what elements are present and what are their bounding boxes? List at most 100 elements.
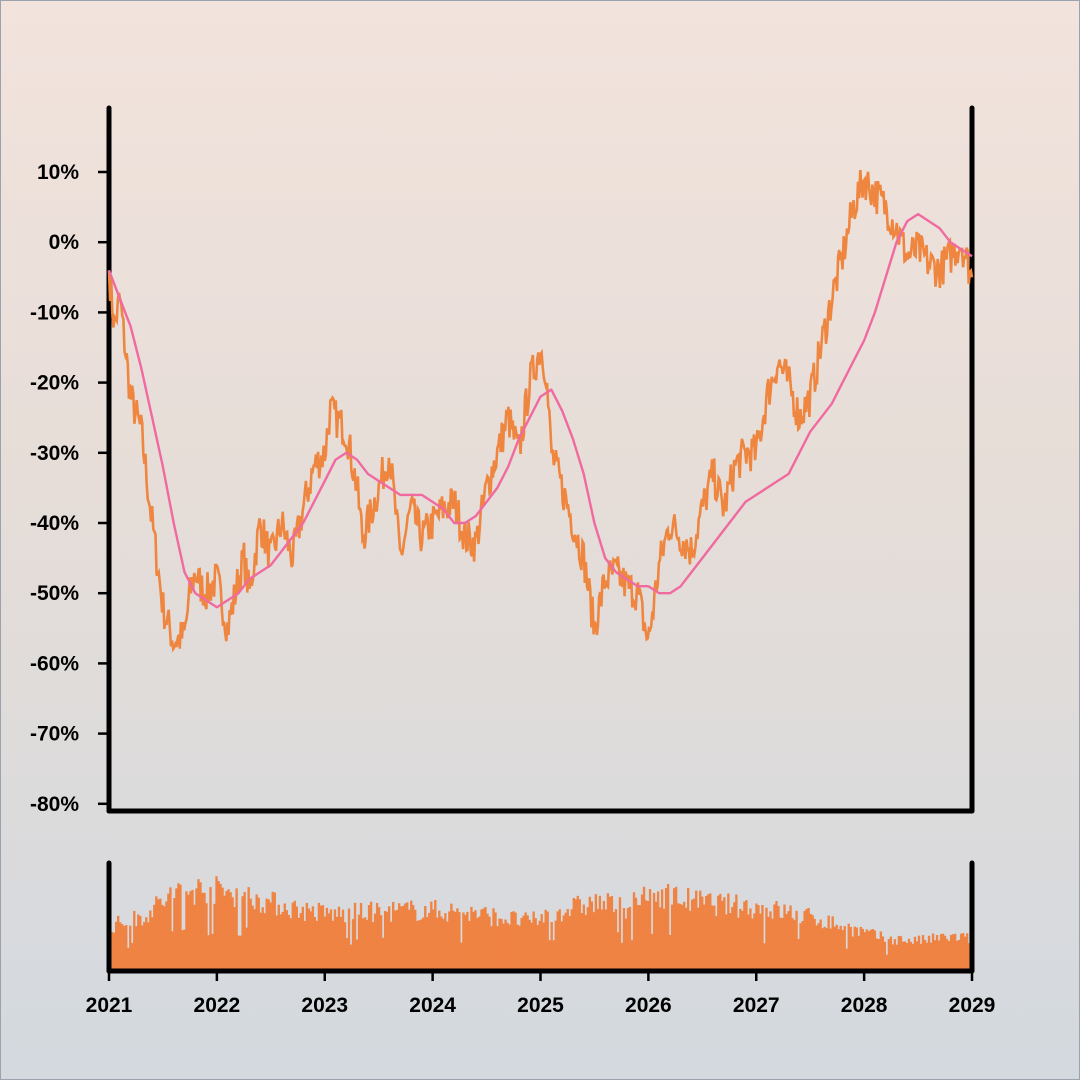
volume-bar xyxy=(707,894,710,969)
volume-bar xyxy=(418,920,421,969)
volume-bar xyxy=(540,914,543,969)
volume-bar xyxy=(159,898,162,969)
volume-bar xyxy=(953,933,957,969)
volume-bar xyxy=(175,888,178,969)
volume-bar xyxy=(610,896,614,969)
volume-bar xyxy=(235,888,238,969)
average-line xyxy=(107,212,973,609)
volume-bar xyxy=(367,905,371,969)
y-tick-label: -20% xyxy=(30,372,79,395)
volume-bar xyxy=(626,908,630,969)
volume-bar xyxy=(705,895,708,969)
volume-bar xyxy=(737,917,740,969)
volume-bar xyxy=(313,917,317,969)
volume-bar xyxy=(664,888,668,969)
volume-bar xyxy=(265,898,268,969)
volume-bar xyxy=(389,921,393,969)
volume-bar xyxy=(351,919,355,969)
volume-bar xyxy=(191,889,194,969)
volume-bar xyxy=(424,906,427,969)
volume-bar xyxy=(315,920,319,969)
volume-bar xyxy=(458,912,461,969)
volume-bar xyxy=(652,892,656,969)
volume-bar xyxy=(261,907,264,969)
volume-bar xyxy=(566,908,569,969)
volume-bar xyxy=(514,912,517,969)
volume-bar xyxy=(361,918,365,969)
x-tick-label: 2027 xyxy=(733,994,780,1017)
volume-bar xyxy=(253,909,256,969)
volume-bar xyxy=(283,903,286,969)
volume-bar xyxy=(771,918,774,969)
volume-bar xyxy=(901,941,905,969)
volume-bar xyxy=(129,925,132,969)
volume-bar xyxy=(532,911,535,969)
volume-bar xyxy=(217,881,220,969)
volume-bar xyxy=(269,902,272,969)
volume-bar xyxy=(757,905,760,969)
volume-bar xyxy=(135,926,138,969)
volume-bar xyxy=(115,921,118,969)
volume-bar xyxy=(578,899,581,969)
volume-bar xyxy=(219,883,222,969)
volume-bar xyxy=(933,940,937,969)
volume-bar xyxy=(137,914,140,969)
volume-bar xyxy=(139,915,142,969)
y-tick-label: 10% xyxy=(37,161,79,184)
volume-bar xyxy=(911,943,915,969)
volume-bar xyxy=(554,920,557,969)
x-tick-label: 2024 xyxy=(409,994,456,1017)
volume-bar xyxy=(309,911,313,969)
volume-bar xyxy=(899,936,903,969)
volume-bar xyxy=(939,934,943,969)
volume-bar xyxy=(921,935,925,969)
volume-bar xyxy=(775,901,778,969)
volume-bar xyxy=(761,904,764,969)
volume-bar xyxy=(861,928,864,969)
volume-bar xyxy=(821,928,824,969)
volume-bar xyxy=(259,912,262,969)
volume-bar xyxy=(281,911,284,969)
volume-bar xyxy=(747,914,750,969)
volume-bar xyxy=(887,939,891,969)
volume-bar xyxy=(889,936,893,969)
volume-bar xyxy=(873,930,877,969)
volume-bar xyxy=(490,926,493,969)
volume-bar xyxy=(915,941,919,969)
volume-bar xyxy=(391,901,395,969)
volume-bar xyxy=(855,927,858,969)
volume-bar xyxy=(825,928,828,969)
volume-bar xyxy=(400,906,403,969)
volume-bar xyxy=(486,913,489,969)
price-axes xyxy=(106,105,975,814)
volume-bar xyxy=(885,954,889,969)
volume-bar xyxy=(414,909,417,969)
volume-bar xyxy=(963,936,967,969)
volume-bar xyxy=(674,886,678,969)
volume-bar xyxy=(464,914,467,969)
volume-bar xyxy=(241,896,244,969)
volume-bar xyxy=(847,923,850,969)
volume-bar xyxy=(642,886,646,969)
volume-bar xyxy=(809,913,812,969)
volume-bar xyxy=(703,904,706,969)
volume-bar xyxy=(853,926,856,969)
volume-bar xyxy=(608,896,612,969)
volume-bar xyxy=(223,895,226,969)
volume-bar xyxy=(787,911,790,969)
volume-bar xyxy=(713,905,716,969)
volume-bar xyxy=(478,916,481,969)
volume-bar xyxy=(127,947,130,969)
y-tick-label: -30% xyxy=(30,442,79,465)
volume-bar xyxy=(909,941,913,969)
y-tick-label: -60% xyxy=(30,652,79,675)
volume-bar xyxy=(795,910,798,969)
volume-bar xyxy=(404,903,407,969)
volume-bar xyxy=(179,884,182,969)
volume-bar xyxy=(781,917,784,969)
volume-bar xyxy=(193,904,196,969)
volume-bar xyxy=(556,911,559,969)
volume-bar xyxy=(133,910,136,969)
volume-bar xyxy=(755,903,758,969)
volume-bar xyxy=(867,931,870,969)
